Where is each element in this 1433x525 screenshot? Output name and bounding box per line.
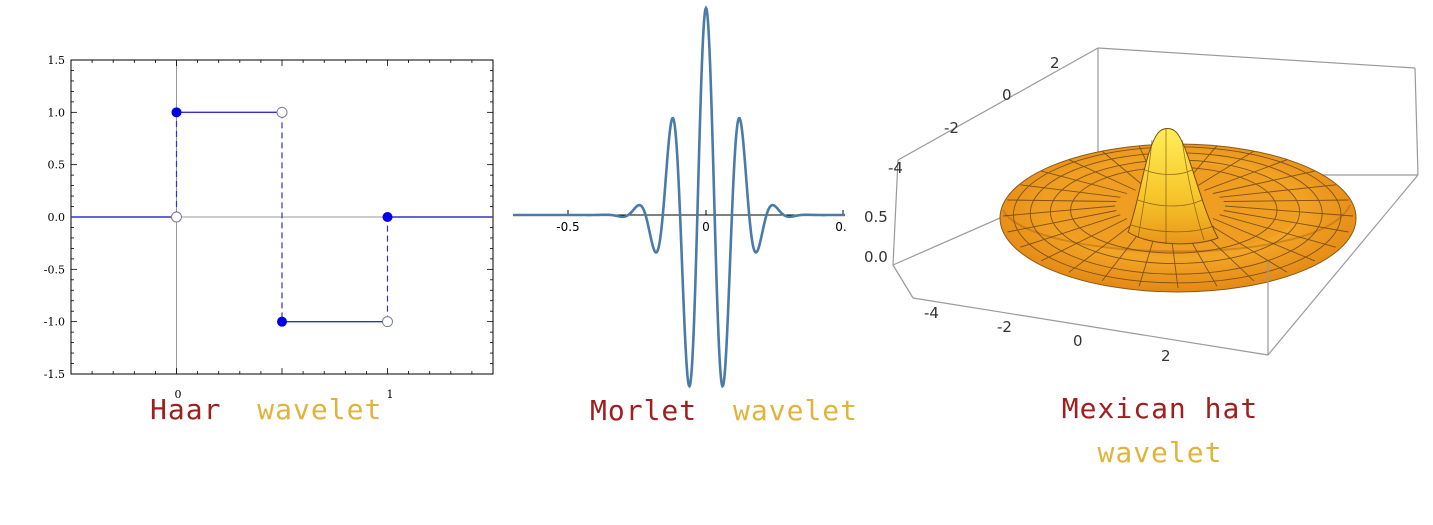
- morlet-caption-name: Morlet: [590, 394, 697, 427]
- haar-y-tick-label: 1.5: [48, 54, 66, 67]
- morlet-x-tick-label: 0.: [835, 220, 846, 234]
- mexican-hat-caption-name: Mexican hat: [1062, 392, 1258, 425]
- morlet-x-tick-label: -0.5: [556, 220, 579, 234]
- mexican-hat-mesh-spoke: [1212, 170, 1315, 194]
- mexican-hat-mesh-spoke: [1223, 210, 1349, 233]
- mexican-hat-chart: 2 0 -2 -4 0.5 0.0 -4 -2 0 2 Mexican hat …: [864, 47, 1419, 469]
- haar-filled-point: [382, 212, 393, 222]
- haar-open-point: [382, 316, 393, 328]
- mexican-hat-peak-mesh: [1130, 128, 1215, 244]
- haar-open-point: [171, 211, 182, 223]
- mexican-hat-mesh-spoke: [1219, 214, 1336, 248]
- mexican-hat-caption-word: wavelet: [1097, 436, 1222, 469]
- mexican-hat-y-tick-label: -2: [944, 119, 959, 137]
- mexican-hat-x-tick-label: 2: [1161, 347, 1171, 365]
- mexican-hat-z-tick-label: 0.5: [864, 208, 888, 226]
- mexican-hat-mesh-spoke: [1224, 205, 1354, 217]
- mexican-hat-mesh-spoke: [1193, 150, 1255, 189]
- mexican-hat-mesh-spoke: [1204, 159, 1288, 191]
- haar-y-tick-label: -0.5: [44, 263, 65, 276]
- haar-x-tick-label: 0: [175, 388, 182, 401]
- haar-y-tick-label: -1.0: [44, 316, 65, 329]
- mexican-hat-mesh-spoke: [1101, 150, 1147, 189]
- mexican-hat-peak: [1127, 128, 1219, 245]
- mexican-hat-mesh-spoke: [1219, 184, 1336, 198]
- mexican-hat-x-tick-label: -4: [924, 304, 939, 322]
- mexican-hat-mesh-spoke: [1068, 221, 1136, 273]
- mexican-hat-mesh-spoke: [1223, 199, 1349, 202]
- mexican-hat-y-tick-label: -4: [888, 159, 903, 177]
- haar-x-tick-label: 1: [387, 388, 394, 401]
- haar-filled-point: [171, 107, 182, 118]
- mexican-hat-z-tick-label: 0.0: [864, 248, 888, 266]
- haar-chart: 1.5 1.0 0.5 0.0 -0.5 -1.0 -1.5 0 1 Haar wavele…: [44, 54, 494, 426]
- mexican-hat-mesh-spoke: [1020, 214, 1121, 248]
- haar-caption: Haar wavelet: [150, 393, 382, 426]
- haar-open-point: [276, 106, 288, 118]
- haar-filled-point: [277, 316, 287, 327]
- morlet-x-tick-label: 0: [702, 220, 710, 234]
- mexican-hat-x-tick-label: 0: [1073, 332, 1083, 350]
- haar-y-tick-label: 0.5: [48, 159, 66, 172]
- mexican-hat-mesh-spoke: [1041, 170, 1128, 194]
- mexican-hat-box-front: [892, 174, 1419, 356]
- haar-caption-name: Haar: [150, 393, 221, 426]
- haar-caption-word: wavelet: [257, 393, 382, 426]
- haar-y-ticks: 1.5 1.0 0.5 0.0 -0.5 -1.0 -1.5: [44, 54, 65, 381]
- mexican-hat-mesh-spoke: [1041, 218, 1128, 262]
- haar-y-tick-label: 0.0: [48, 211, 66, 224]
- mexican-hat-x-tick-label: -2: [997, 318, 1012, 336]
- morlet-caption: Morlet wavelet: [590, 394, 858, 427]
- haar-marks: [71, 106, 493, 328]
- mexican-hat-mesh-spoke: [1007, 210, 1117, 233]
- morlet-caption-word: wavelet: [733, 394, 858, 427]
- mexican-hat-mesh-spoke: [1020, 184, 1121, 198]
- mexican-hat-mesh-spoke: [1212, 218, 1315, 262]
- morlet-chart: -0.5 0 0. Morlet wavelet: [513, 5, 858, 427]
- haar-y-tick-label: -1.5: [44, 368, 65, 381]
- mexican-hat-y-tick-label: 2: [1050, 54, 1060, 72]
- morlet-series-line: [513, 5, 845, 389]
- mexican-hat-y-tick-label: 0: [1002, 86, 1012, 104]
- haar-y-tick-label: 1.0: [48, 106, 66, 119]
- mexican-hat-mesh-spoke: [1204, 221, 1288, 273]
- mexican-hat-mesh-spoke: [1068, 159, 1136, 191]
- mexican-hat-mesh-spoke: [1007, 199, 1117, 202]
- mexican-hat-mesh-spoke: [1002, 205, 1116, 217]
